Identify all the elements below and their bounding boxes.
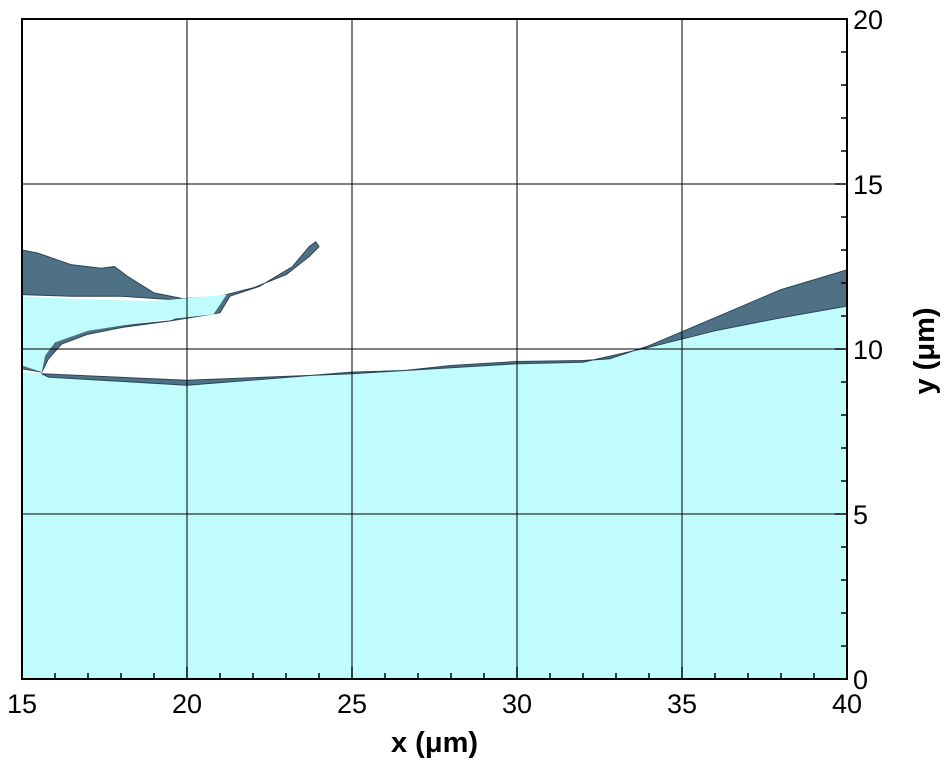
data-shapes	[22, 241, 847, 679]
grid-layer	[22, 19, 847, 679]
wavy-interface-band-shape	[41, 370, 406, 386]
y-tick-label: 0	[853, 665, 868, 695]
x-tick-label: 25	[337, 689, 367, 719]
liquid-bulk-shape	[22, 306, 847, 679]
x-tick-label: 15	[7, 689, 37, 719]
data-layer	[22, 241, 847, 679]
x-tick-label: 30	[502, 689, 532, 719]
y-tick-label: 5	[853, 500, 868, 530]
x-tick-label: 40	[832, 689, 862, 719]
tick-layer: 15 20 25 30 35 400 5 10 15 20	[7, 5, 883, 719]
y-axis-title: y (μm)	[909, 307, 941, 394]
y-tick-label: 10	[853, 335, 883, 365]
y-tick-label: 15	[853, 170, 883, 200]
right-rising-surface-shape	[404, 269, 847, 371]
y-tick-label: 20	[853, 5, 883, 35]
upper-sheet-liquid-shape	[22, 294, 227, 373]
x-tick-label: 35	[667, 689, 697, 719]
x-axis-title: x (μm)	[391, 727, 478, 759]
x-tick-label: 20	[172, 689, 202, 719]
